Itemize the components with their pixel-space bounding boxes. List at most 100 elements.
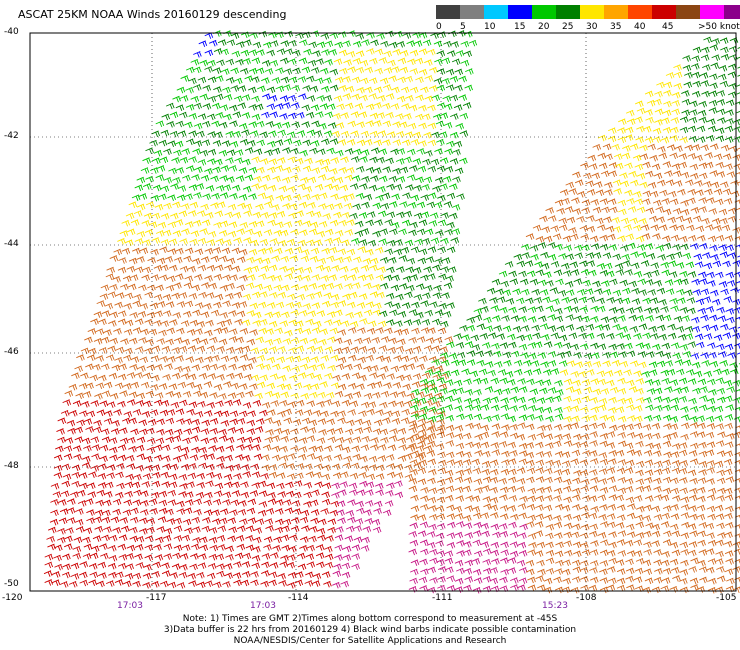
- wind-barb: [159, 356, 167, 362]
- wind-barb: [609, 486, 617, 492]
- wind-barb: [229, 121, 237, 127]
- wind-barb: [192, 310, 200, 316]
- wind-barb: [499, 478, 507, 484]
- wind-barb: [211, 193, 219, 199]
- wind-barb: [708, 587, 716, 593]
- wind-barb: [651, 263, 659, 269]
- wind-barb: [237, 418, 245, 424]
- wind-barb: [553, 396, 561, 402]
- wind-barb: [124, 348, 132, 354]
- wind-barb: [266, 121, 274, 127]
- wind-barb: [230, 356, 238, 362]
- wind-barb: [155, 555, 163, 561]
- wind-barb: [342, 447, 350, 453]
- wind-barb: [243, 40, 251, 46]
- wind-barb: [262, 465, 270, 471]
- wind-barb: [276, 483, 284, 489]
- wind-barb: [590, 432, 598, 438]
- wind-barb: [213, 87, 221, 93]
- wind-barb: [376, 474, 384, 480]
- wind-barb: [636, 533, 644, 539]
- wind-barb: [656, 217, 664, 223]
- wind-barb: [331, 302, 339, 308]
- wind-barb: [420, 487, 428, 493]
- wind-barb: [593, 207, 601, 213]
- wind-barb: [622, 146, 630, 152]
- wind-barb: [440, 238, 448, 244]
- wind-barb: [334, 555, 342, 561]
- wind-barb: [473, 423, 481, 429]
- wind-barb: [669, 298, 677, 304]
- wind-barb: [365, 274, 373, 280]
- wind-barb: [330, 85, 338, 91]
- wind-barb: [377, 267, 385, 273]
- wind-barb: [537, 569, 545, 575]
- wind-barb: [252, 157, 260, 163]
- wind-barb: [185, 500, 193, 506]
- wind-barb: [439, 303, 447, 309]
- wind-barb: [491, 443, 499, 449]
- wind-barb: [346, 86, 354, 92]
- wind-barb: [289, 204, 297, 210]
- wind-barb: [719, 209, 727, 215]
- wind-barb: [234, 78, 242, 84]
- wind-barb: [84, 544, 92, 550]
- wind-barb: [131, 382, 139, 388]
- wind-barb: [691, 279, 699, 285]
- wind-barb: [725, 423, 733, 429]
- wind-barb: [313, 410, 321, 416]
- wind-barb: [119, 428, 127, 434]
- wind-barb: [308, 311, 316, 317]
- wind-barb: [248, 357, 256, 363]
- wind-barb: [406, 437, 414, 443]
- wind-barb: [499, 307, 507, 313]
- wind-barb: [419, 559, 427, 565]
- wind-barb: [580, 576, 588, 582]
- wind-barb: [536, 560, 544, 566]
- wind-barb: [380, 257, 388, 263]
- wind-barb: [156, 438, 164, 444]
- wind-barb: [483, 317, 491, 323]
- wind-barb: [113, 410, 121, 416]
- wind-barb: [240, 222, 248, 228]
- wind-barb: [170, 573, 178, 579]
- wind-barb: [136, 465, 144, 471]
- wind-barb: [699, 405, 707, 411]
- wind-barb: [702, 325, 710, 331]
- wind-barb: [207, 265, 215, 271]
- wind-barb: [278, 292, 286, 298]
- wind-barb: [308, 177, 316, 183]
- wind-barb: [573, 542, 581, 548]
- wind-barb: [620, 361, 628, 367]
- wind-barb: [113, 499, 121, 505]
- wind-barb: [535, 262, 543, 268]
- wind-barb: [580, 163, 588, 169]
- wind-barb: [365, 249, 373, 255]
- wind-barb: [571, 532, 579, 538]
- wind-barb: [184, 122, 192, 128]
- wind-barb: [229, 329, 237, 335]
- wind-barb: [160, 157, 168, 163]
- wind-barb: [309, 365, 317, 371]
- wind-barb: [474, 450, 482, 456]
- wind-barb: [607, 234, 615, 240]
- wind-barb: [226, 77, 234, 83]
- wind-barb: [164, 544, 172, 550]
- wind-barb: [562, 569, 570, 575]
- wind-barb: [294, 247, 302, 253]
- wind-barb: [376, 33, 384, 39]
- wind-barb: [663, 243, 671, 249]
- wind-barb: [684, 72, 692, 78]
- wind-barb: [357, 328, 365, 334]
- wind-barb: [710, 290, 718, 296]
- wind-barb: [411, 414, 419, 420]
- wind-barb: [566, 325, 574, 331]
- wind-barb: [233, 400, 241, 406]
- lon-label: -120: [2, 593, 22, 603]
- wind-barb: [571, 344, 579, 350]
- wind-barb: [410, 50, 418, 56]
- wind-barb: [473, 389, 481, 395]
- wind-barb: [205, 581, 213, 587]
- wind-barb: [490, 513, 498, 519]
- wind-barb: [395, 492, 403, 498]
